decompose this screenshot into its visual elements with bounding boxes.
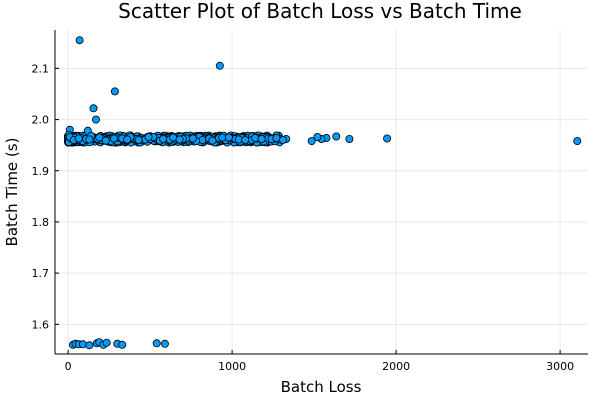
y-axis-label: Batch Time (s) bbox=[3, 138, 21, 247]
y-axis-ticks: 1.6 1.7 1.8 1.9 2.0 2.1 bbox=[32, 62, 59, 331]
data-point bbox=[345, 134, 354, 143]
data-point bbox=[152, 339, 161, 348]
data-point bbox=[573, 137, 582, 146]
data-point bbox=[89, 104, 98, 113]
x-tick-label: 0 bbox=[65, 360, 72, 373]
data-point bbox=[313, 132, 322, 141]
data-point bbox=[110, 134, 119, 143]
data-point bbox=[169, 133, 178, 142]
y-tick-label: 1.8 bbox=[32, 216, 50, 229]
data-point bbox=[92, 115, 101, 124]
data-point bbox=[78, 340, 87, 349]
data-point bbox=[85, 341, 94, 350]
data-point bbox=[175, 135, 184, 144]
x-axis-ticks: 0 1000 2000 3000 bbox=[65, 350, 574, 373]
data-point bbox=[383, 134, 392, 143]
y-tick-label: 1.9 bbox=[32, 165, 50, 178]
data-point bbox=[144, 132, 153, 141]
data-point bbox=[215, 61, 224, 70]
data-point bbox=[110, 87, 119, 96]
data-point bbox=[101, 136, 110, 145]
data-point bbox=[241, 135, 250, 144]
data-point bbox=[198, 135, 207, 144]
x-tick-label: 2000 bbox=[382, 360, 410, 373]
data-point bbox=[134, 135, 143, 144]
y-tick-label: 1.7 bbox=[32, 267, 50, 280]
y-tick-label: 2.1 bbox=[32, 62, 50, 75]
data-point bbox=[118, 340, 127, 349]
y-tick-label: 2.0 bbox=[32, 114, 50, 127]
data-point bbox=[75, 36, 84, 45]
data-point bbox=[74, 134, 83, 143]
data-point bbox=[95, 133, 104, 142]
data-point bbox=[272, 133, 281, 142]
grid-layer bbox=[55, 30, 588, 354]
data-point bbox=[85, 135, 94, 144]
chart-title: Scatter Plot of Batch Loss vs Batch Time bbox=[118, 0, 522, 23]
data-point bbox=[208, 136, 217, 145]
x-axis-label: Batch Loss bbox=[281, 378, 362, 396]
data-point bbox=[160, 339, 169, 348]
data-point bbox=[224, 133, 233, 142]
data-points bbox=[64, 36, 582, 350]
data-point bbox=[278, 135, 287, 144]
x-tick-label: 1000 bbox=[218, 360, 246, 373]
data-point bbox=[332, 132, 341, 141]
data-point bbox=[234, 135, 243, 144]
data-point bbox=[307, 137, 316, 146]
y-tick-label: 1.6 bbox=[32, 318, 50, 331]
data-point bbox=[123, 135, 132, 144]
data-point bbox=[188, 134, 197, 143]
x-tick-label: 3000 bbox=[546, 360, 574, 373]
data-point bbox=[159, 134, 168, 143]
data-point bbox=[251, 133, 260, 142]
data-point bbox=[102, 338, 111, 347]
data-point bbox=[257, 134, 266, 143]
